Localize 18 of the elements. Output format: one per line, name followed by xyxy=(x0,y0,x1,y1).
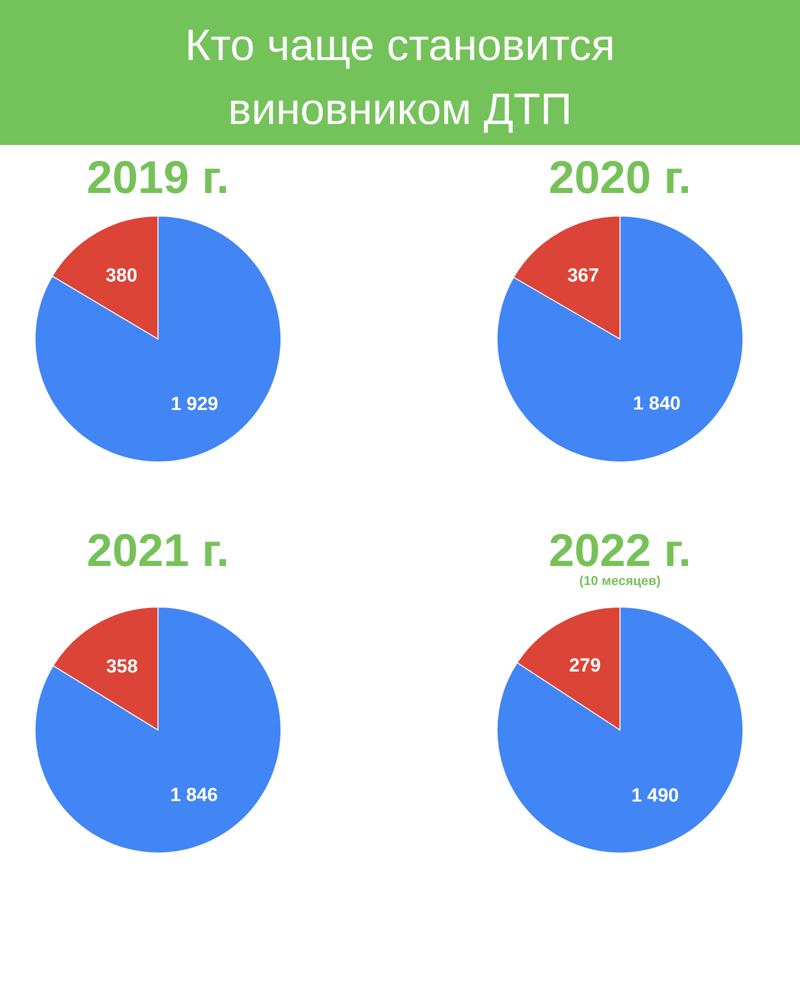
data-label: 1 840 xyxy=(633,394,681,415)
pie-slice xyxy=(496,216,744,462)
data-label: 380 xyxy=(106,265,138,286)
chart-title: 2020 г. xyxy=(548,151,692,203)
pie-slice xyxy=(34,216,282,462)
chart-subtitle: (10 месяцев) xyxy=(579,573,661,588)
data-label: 367 xyxy=(567,266,600,287)
data-label: 1 490 xyxy=(631,786,679,807)
data-label: 1 929 xyxy=(170,394,218,415)
pie-slice xyxy=(496,606,744,854)
chart-title: 2021 г. xyxy=(86,524,230,576)
data-label: 358 xyxy=(106,656,138,678)
pie-slice xyxy=(34,606,282,854)
data-label: 279 xyxy=(569,656,601,677)
chart-title: 2022 г. xyxy=(548,524,692,576)
text: Кто чаще становится виновником ДТП xyxy=(184,21,616,134)
data-label: 1 846 xyxy=(170,785,218,806)
chart-title: 2019 г. xyxy=(86,151,230,203)
